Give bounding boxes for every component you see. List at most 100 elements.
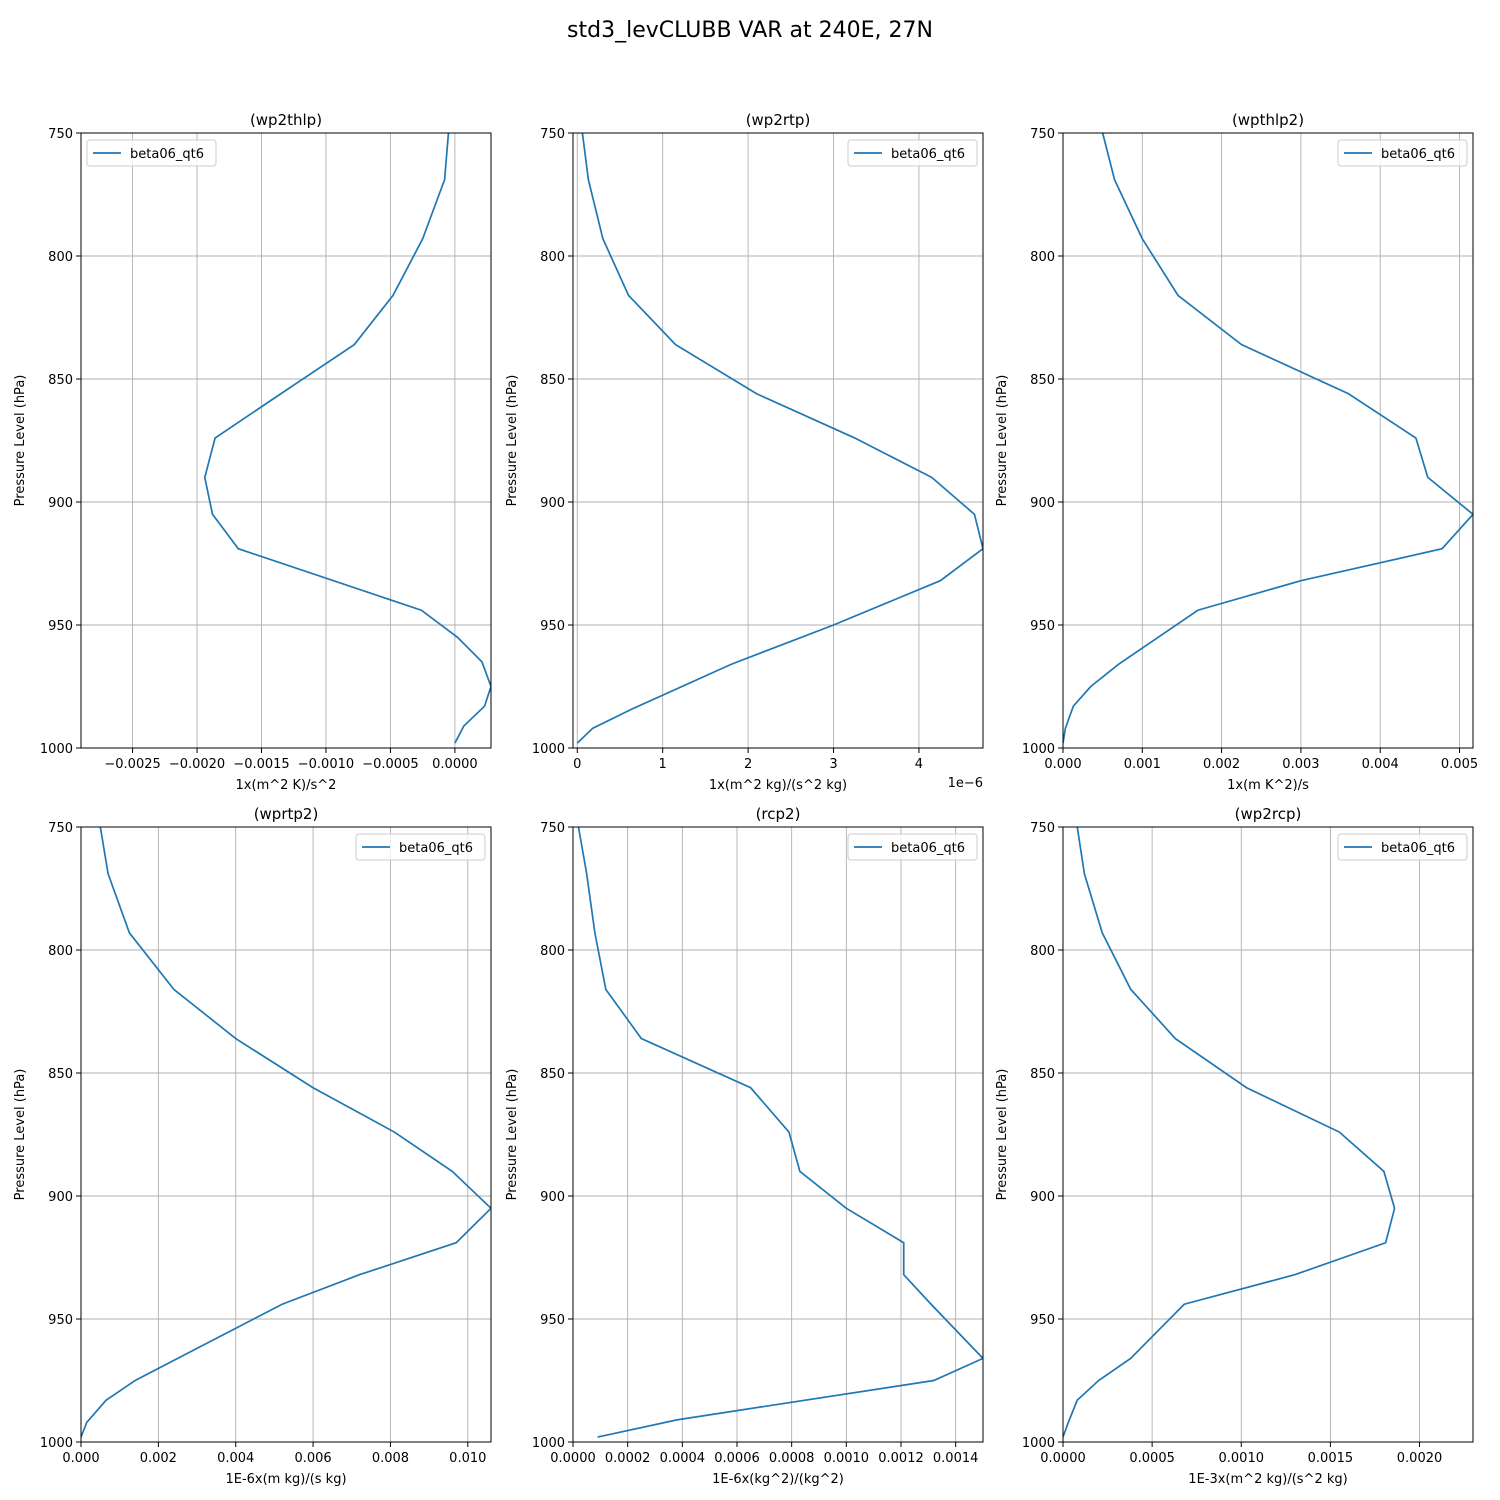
y-axis-label: Pressure Level (hPa): [995, 375, 1010, 507]
x-axis-label: 1E-6x(m kg)/(s kg): [225, 1472, 346, 1487]
y-tick-label: 1000: [532, 742, 565, 757]
subplot-panel-6: 0.0000 0.0005 0.0010 0.0015 0.0020 750 800 850 9…: [995, 805, 1474, 1487]
subplot-title: (wprtp2): [254, 805, 319, 823]
y-tick-label: 950: [1030, 1313, 1055, 1328]
x-tick-label: 0.0000: [1040, 1451, 1086, 1466]
x-tick-label: 0.0020: [1397, 1451, 1443, 1466]
x-tick-label: 0.0000: [550, 1451, 596, 1466]
legend-label: beta06_qt6: [891, 841, 965, 856]
y-axis-label: Pressure Level (hPa): [505, 375, 520, 507]
y-axis-label: Pressure Level (hPa): [13, 375, 28, 507]
y-tick-label: 850: [540, 373, 565, 388]
x-tick-label: −0.0005: [362, 757, 418, 772]
legend-label: beta06_qt6: [1381, 841, 1455, 856]
legend: beta06_qt6: [1337, 139, 1468, 167]
y-tick-label: 900: [540, 496, 565, 511]
x-axis-label: 1E-6x(kg^2)/(kg^2): [712, 1472, 844, 1487]
x-offset-label: 1e−6: [948, 776, 983, 791]
y-tick-label: 900: [1030, 1190, 1055, 1205]
y-tick-label: 750: [540, 127, 565, 142]
x-tick-label: 0.006: [294, 1451, 331, 1466]
subplot-panel-5: 0.0000 0.0002 0.0004 0.0006 0.0008 0.0010 0.00…: [505, 805, 984, 1487]
series-line-1: [81, 827, 491, 1438]
y-tick-label: 1000: [40, 1436, 73, 1451]
x-tick-label: 0.002: [1203, 757, 1240, 772]
y-tick-label: 750: [48, 127, 73, 142]
subplot-title: (wp2rcp): [1235, 805, 1302, 823]
x-tick-label: −0.0015: [233, 757, 289, 772]
y-tick-label: 750: [1030, 127, 1055, 142]
legend-box: [1337, 139, 1468, 167]
x-tick-label: 0.003: [1282, 757, 1319, 772]
y-tick-label: 800: [540, 250, 565, 265]
x-tick-label: 0.0004: [660, 1451, 706, 1466]
y-axis-label: Pressure Level (hPa): [13, 1069, 28, 1201]
x-tick-label: 2: [744, 757, 752, 772]
axes-frame: [572, 132, 984, 749]
x-tick-label: 0.001: [1124, 757, 1161, 772]
y-tick-label: 850: [48, 1067, 73, 1082]
legend-box: [847, 833, 978, 861]
subplot-panel-2: 0 1 2 3 4 750 800 850 900 950 1000 1e−6 (wp2rtp) 1x(m…: [505, 111, 984, 793]
x-tick-label: 0.000: [1044, 757, 1081, 772]
axes-frame: [1062, 826, 1474, 1443]
y-tick-label: 1000: [1022, 742, 1055, 757]
y-tick-label: 950: [48, 619, 73, 634]
y-tick-label: 950: [540, 1313, 565, 1328]
y-tick-label: 900: [1030, 496, 1055, 511]
x-tick-label: 0.0014: [933, 1451, 979, 1466]
y-tick-label: 950: [540, 619, 565, 634]
x-tick-label: 0.0015: [1308, 1451, 1354, 1466]
y-tick-label: 800: [540, 944, 565, 959]
y-tick-label: 800: [48, 944, 73, 959]
x-tick-label: 0.0008: [769, 1451, 815, 1466]
series-line-1: [1063, 827, 1396, 1438]
x-tick-label: −0.0025: [104, 757, 160, 772]
legend-box: [86, 139, 217, 167]
x-tick-label: −0.0010: [298, 757, 354, 772]
x-tick-label: 0.004: [217, 1451, 254, 1466]
x-tick-label: 0.002: [140, 1451, 177, 1466]
y-tick-label: 800: [1030, 250, 1055, 265]
subplot-panel-1: −0.0025 −0.0020 −0.0015 −0.0010 −0.0005 0.000…: [13, 111, 492, 793]
x-tick-label: −0.0020: [169, 757, 225, 772]
x-tick-label: 3: [829, 757, 837, 772]
y-tick-label: 900: [48, 1190, 73, 1205]
x-tick-label: 0.004: [1362, 757, 1399, 772]
legend-box: [355, 833, 486, 861]
subplot-title: (wpthlp2): [1232, 111, 1304, 129]
series-line-1: [576, 133, 983, 744]
x-tick-label: 4: [915, 757, 923, 772]
legend-box: [1337, 833, 1468, 861]
legend-label: beta06_qt6: [130, 147, 204, 162]
x-axis-label: 1x(m K^2)/s: [1227, 778, 1309, 793]
series-line-1: [1063, 133, 1473, 744]
y-axis-label: Pressure Level (hPa): [505, 1069, 520, 1201]
legend-label: beta06_qt6: [399, 841, 473, 856]
y-tick-label: 750: [540, 821, 565, 836]
y-tick-label: 800: [48, 250, 73, 265]
legend: beta06_qt6: [847, 139, 978, 167]
axes-frame: [1062, 132, 1474, 749]
y-tick-label: 1000: [1022, 1436, 1055, 1451]
legend-label: beta06_qt6: [1381, 147, 1455, 162]
y-tick-label: 750: [1030, 821, 1055, 836]
subplot-title: (rcp2): [756, 805, 801, 823]
x-tick-label: 0: [573, 757, 581, 772]
y-tick-label: 850: [1030, 373, 1055, 388]
axes-frame: [80, 132, 492, 749]
axes-frame: [80, 826, 492, 1443]
y-tick-label: 850: [1030, 1067, 1055, 1082]
x-axis-label: 1E-3x(m^2 kg)/(s^2 kg): [1188, 1472, 1347, 1487]
x-tick-label: 0.005: [1441, 757, 1478, 772]
x-tick-label: 0.010: [449, 1451, 486, 1466]
y-tick-label: 950: [1030, 619, 1055, 634]
x-tick-label: 0.0000: [432, 757, 478, 772]
y-tick-label: 750: [48, 821, 73, 836]
subplot-title: (wp2rtp): [746, 111, 811, 129]
y-tick-label: 900: [48, 496, 73, 511]
legend-box: [847, 139, 978, 167]
legend: beta06_qt6: [1337, 833, 1468, 861]
